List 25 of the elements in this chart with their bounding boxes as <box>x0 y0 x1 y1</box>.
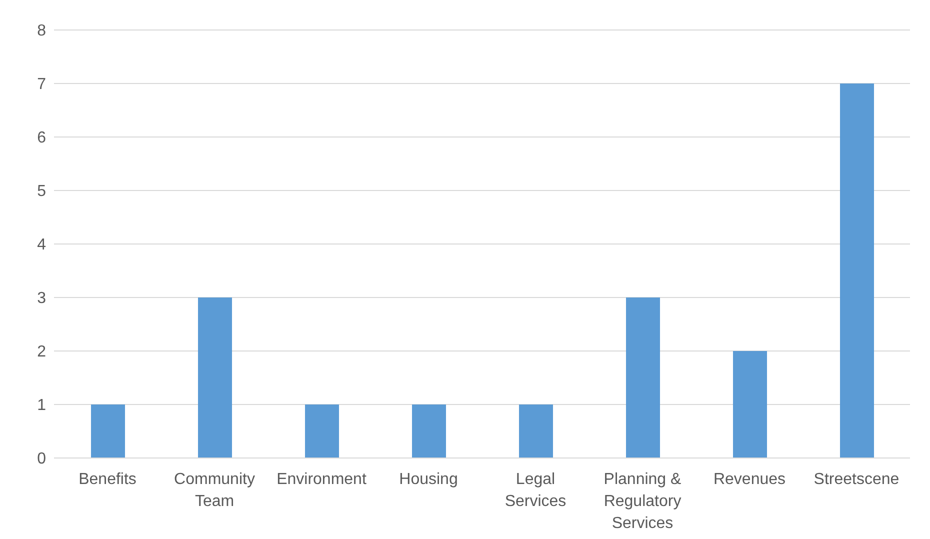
y-tick-label: 6 <box>37 130 46 147</box>
x-tick-label: Housing <box>399 471 458 488</box>
bar <box>840 84 874 458</box>
bar <box>626 298 660 458</box>
y-tick-label: 0 <box>37 450 46 468</box>
bar <box>412 404 446 458</box>
y-tick-label: 7 <box>37 76 46 94</box>
y-tick-label: 3 <box>37 290 46 308</box>
x-tick-label: Environment <box>276 471 367 488</box>
y-tick-label: 1 <box>37 397 46 414</box>
bar <box>305 404 339 458</box>
x-tick-label: Community Team <box>174 471 255 510</box>
bar <box>519 404 553 458</box>
x-tick-label: Planning & Regulatory Services <box>604 471 682 532</box>
y-tick-label: 8 <box>37 22 46 40</box>
y-tick-label: 5 <box>37 183 46 200</box>
bar <box>91 404 125 458</box>
x-tick-label: Benefits <box>78 471 136 488</box>
bar <box>733 351 767 458</box>
y-tick-label: 4 <box>37 236 46 254</box>
x-tick-label: Legal Services <box>504 471 566 510</box>
y-tick-label: 2 <box>37 344 46 361</box>
bar <box>198 298 232 458</box>
x-tick-label: Streetscene <box>814 471 900 488</box>
x-tick-label: Revenues <box>713 471 786 488</box>
